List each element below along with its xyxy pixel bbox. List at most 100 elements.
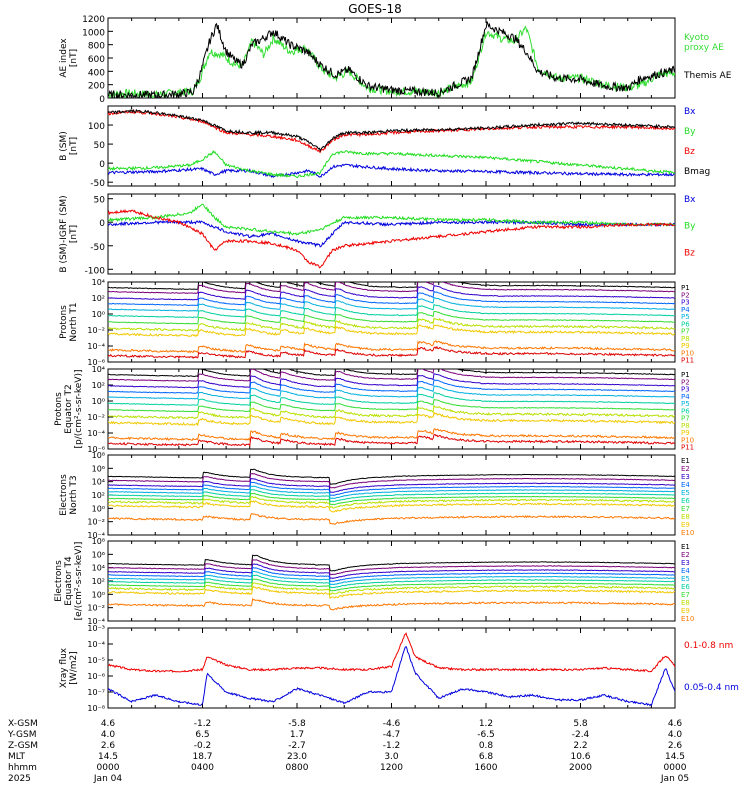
channel-label: P2 (681, 378, 690, 386)
footer-value: 3.0 (384, 752, 399, 762)
y-tick-label: 10⁴ (92, 564, 105, 573)
legend-entry: Bmag (684, 167, 710, 177)
channel-line (108, 485, 675, 499)
channel-label: E6 (681, 497, 690, 505)
channel-line (108, 282, 675, 295)
y-tick-label: 10⁰ (92, 504, 105, 513)
y-axis-label: ProtonsNorth T1 (59, 302, 79, 341)
y-tick-label: 10⁻² (87, 604, 105, 613)
footer-value: 1600 (475, 763, 498, 773)
y-tick-label: 10⁴ (92, 478, 105, 487)
legend-entry: Bz (684, 248, 695, 258)
channel-line (108, 563, 675, 580)
footer-value: 1.7 (290, 730, 304, 740)
channel-label: P10 (681, 349, 694, 357)
legend-entry: By (684, 127, 696, 137)
footer-value: 4.0 (101, 730, 116, 740)
channel-line (108, 559, 675, 576)
channel-line (108, 578, 675, 592)
y-tick-label: -50 (90, 179, 105, 189)
series-line (108, 632, 675, 673)
legend-entry: By (684, 222, 696, 232)
y-tick-label: 10⁻⁴ (87, 617, 105, 626)
channel-label: P3 (681, 299, 690, 307)
channel-line (108, 478, 675, 493)
y-tick-label: 600 (88, 55, 105, 65)
y-axis-label: Xray flux[W/m2] (59, 647, 79, 688)
channel-label: P9 (681, 342, 690, 350)
panel-p_north: ProtonsNorth T1 10⁻⁶ 10⁻⁴ 10⁻² 10⁰ 10² 10⁴ P1P2… (59, 278, 694, 367)
y-tick-label: 0 (99, 160, 105, 170)
channel-line (108, 433, 675, 448)
channel-line (108, 398, 675, 413)
panel-p_equator: ProtonsEquator T2[p/(cm²-s-sr-keV)]10⁻⁶ 1… (54, 365, 694, 454)
channel-label: E8 (681, 599, 690, 607)
channel-line (108, 340, 675, 354)
y-tick-label: 10⁻⁴ (87, 429, 105, 438)
y-tick-label: 10² (92, 577, 105, 586)
channel-line (108, 404, 675, 420)
channel-line (108, 513, 675, 525)
channel-label: E4 (681, 567, 690, 575)
footer-value: 4.0 (668, 730, 683, 740)
footer-value: 0000 (664, 763, 687, 773)
footer-value: 0000 (97, 763, 120, 773)
channel-line (108, 554, 675, 572)
channel-line (108, 411, 675, 427)
channel-label: P3 (681, 386, 690, 394)
y-tick-label: 100 (88, 122, 105, 132)
y-tick-label: 50 (94, 196, 106, 206)
channel-line (108, 373, 675, 389)
footer-value: 1200 (380, 763, 403, 773)
legend-entry: 0.05-0.4 nm (684, 683, 739, 693)
channel-label: P9 (681, 429, 690, 437)
panel-bsm: B (SM)[nT] -50 0 50 100 Bx By Bz Bmag (59, 105, 710, 189)
y-tick-label: 10⁰ (92, 310, 105, 319)
channel-label: P5 (681, 313, 690, 321)
channel-label: E3 (681, 559, 690, 567)
channel-label: E2 (681, 465, 690, 473)
y-tick-label: 10⁶ (92, 550, 105, 559)
channel-line (108, 597, 675, 611)
y-tick-label: 10⁻² (87, 326, 105, 335)
footer-value: 0.8 (479, 741, 494, 751)
y-tick-label: 10⁻⁴ (87, 640, 105, 649)
channel-label: P8 (681, 422, 690, 430)
series-line (108, 163, 675, 178)
footer-row-label: X-GSM (8, 719, 38, 729)
channel-line (108, 496, 675, 509)
y-tick-label: 400 (88, 68, 105, 78)
y-tick-label: 0 (99, 219, 105, 229)
y-tick-label: 10⁻⁷ (87, 688, 105, 697)
series-line (108, 219, 675, 248)
channel-label: P7 (681, 328, 690, 336)
y-tick-label: 1000 (82, 28, 105, 38)
panel-dbsm: B (SM)-IGRF (SM)[nT] -100 -50 0 50 Bx By Bz (59, 193, 696, 276)
footer-value: 2.6 (668, 741, 683, 751)
y-tick-label: 10⁸ (92, 451, 105, 460)
legend-entry: 0.1-0.8 nm (684, 641, 733, 651)
channel-label: P1 (681, 371, 690, 379)
panel-ae: AE index[nT] 0 200 400 600 800 1000 1200 Kyoto pr… (59, 15, 732, 105)
channel-line (108, 369, 675, 382)
channel-label: P6 (681, 407, 690, 415)
channel-line (108, 571, 675, 586)
channel-line (108, 473, 675, 489)
channel-label: E1 (681, 543, 690, 551)
y-tick-label: 200 (88, 82, 105, 92)
series-line (108, 108, 675, 153)
y-tick-label: 10⁻⁴ (87, 531, 105, 540)
channel-label: E2 (681, 551, 690, 559)
legend-entry: Bz (684, 147, 695, 157)
y-axis-label: B (SM)[nT] (59, 131, 79, 161)
series-line (108, 203, 675, 236)
y-tick-label: 10⁻⁴ (87, 342, 105, 351)
channel-line (108, 311, 675, 325)
channel-line (108, 379, 675, 394)
footer-value: 23.0 (287, 752, 307, 762)
channel-line (108, 481, 675, 496)
y-tick-label: 800 (88, 42, 105, 52)
y-axis-label: AE index[nT] (59, 38, 79, 78)
y-tick-label: 50 (94, 141, 106, 151)
y-tick-label: 10⁻⁶ (87, 358, 105, 367)
